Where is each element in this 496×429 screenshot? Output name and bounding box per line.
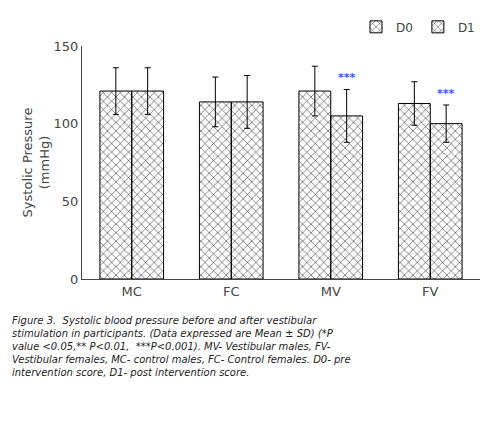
svg-text:***: *** [338,71,356,84]
svg-text:D0: D0 [396,21,413,35]
svg-text:0: 0 [70,272,78,287]
svg-text:50: 50 [62,194,79,209]
svg-text:FV: FV [422,284,438,299]
svg-text:100: 100 [54,116,79,131]
svg-text:MC: MC [122,284,142,299]
svg-text:D1: D1 [458,21,475,35]
svg-text:Systolic Pressure(mmHg): Systolic Pressure(mmHg) [20,108,52,218]
svg-text:Figure 3. Systolic blood pres: Figure 3. Systolic blood pressure before… [12,315,351,378]
svg-text:FC: FC [223,284,240,299]
svg-text:MV: MV [321,284,341,299]
svg-text:150: 150 [54,39,79,54]
svg-text:***: *** [437,87,455,100]
